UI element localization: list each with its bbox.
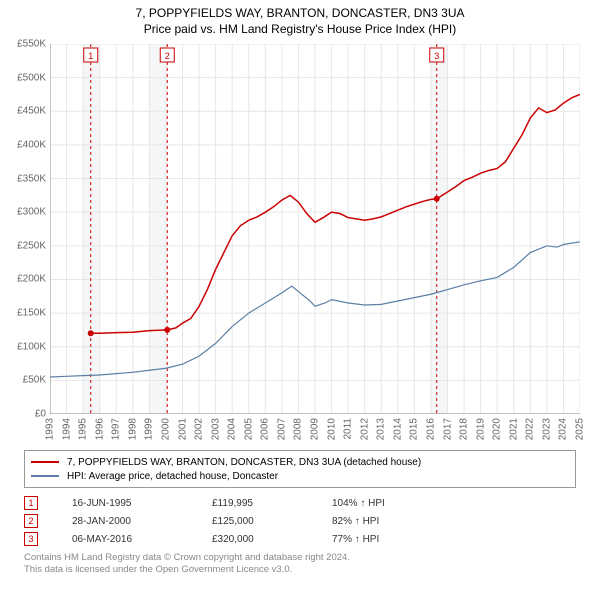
- y-tick-label: £150K: [17, 308, 46, 319]
- marker-price: £320,000: [212, 534, 332, 545]
- x-tick-label: 2010: [326, 418, 337, 440]
- legend-label: 7, POPPYFIELDS WAY, BRANTON, DONCASTER, …: [67, 457, 421, 468]
- x-tick-label: 1994: [61, 418, 72, 440]
- x-tick-label: 2022: [525, 418, 536, 440]
- attribution-footer: Contains HM Land Registry data © Crown c…: [24, 552, 350, 577]
- x-tick-label: 1998: [127, 418, 138, 440]
- chart-svg: 1 2 3: [50, 44, 580, 414]
- marker-number-box: 1: [24, 496, 38, 510]
- x-tick-label: 1995: [78, 418, 89, 440]
- x-axis-labels: 1993199419951996199719981999200020012002…: [50, 416, 580, 448]
- x-tick-label: 2002: [194, 418, 205, 440]
- x-tick-label: 2008: [293, 418, 304, 440]
- x-tick-label: 2015: [409, 418, 420, 440]
- marker-table: 1 16-JUN-1995£119,995104% ↑ HPI 2 28-JAN-20…: [24, 494, 576, 548]
- chart-subtitle: Price paid vs. HM Land Registry's House …: [0, 22, 600, 36]
- plot-area: 1 2 3: [50, 44, 580, 414]
- y-tick-label: £500K: [17, 72, 46, 83]
- x-tick-label: 2013: [376, 418, 387, 440]
- x-tick-label: 2020: [492, 418, 503, 440]
- y-axis-labels: £0£50K£100K£150K£200K£250K£300K£350K£400…: [4, 44, 48, 414]
- x-tick-label: 2018: [459, 418, 470, 440]
- y-tick-label: £250K: [17, 240, 46, 251]
- marker-pct: 82% ↑ HPI: [332, 516, 379, 527]
- svg-text:2: 2: [165, 51, 170, 61]
- y-tick-label: £450K: [17, 106, 46, 117]
- y-tick-label: £550K: [17, 39, 46, 50]
- marker-row: 3 06-MAY-2016£320,00077% ↑ HPI: [24, 530, 576, 548]
- y-tick-label: £100K: [17, 341, 46, 352]
- x-tick-label: 2016: [425, 418, 436, 440]
- marker-date: 06-MAY-2016: [72, 534, 212, 545]
- marker-price: £119,995: [212, 498, 332, 509]
- y-tick-label: £300K: [17, 207, 46, 218]
- marker-date: 28-JAN-2000: [72, 516, 212, 527]
- chart-title: 7, POPPYFIELDS WAY, BRANTON, DONCASTER, …: [0, 6, 600, 20]
- x-tick-label: 2003: [210, 418, 221, 440]
- marker-row: 1 16-JUN-1995£119,995104% ↑ HPI: [24, 494, 576, 512]
- svg-text:3: 3: [434, 51, 439, 61]
- x-tick-label: 2009: [310, 418, 321, 440]
- marker-pct: 104% ↑ HPI: [332, 498, 385, 509]
- x-tick-label: 2012: [359, 418, 370, 440]
- x-tick-label: 2014: [392, 418, 403, 440]
- x-tick-label: 2011: [343, 418, 354, 440]
- y-tick-label: £350K: [17, 173, 46, 184]
- x-tick-label: 2025: [575, 418, 586, 440]
- x-tick-label: 2024: [558, 418, 569, 440]
- y-tick-label: £50K: [23, 375, 46, 386]
- chart-titles: 7, POPPYFIELDS WAY, BRANTON, DONCASTER, …: [0, 0, 600, 36]
- marker-number-box: 2: [24, 514, 38, 528]
- marker-pct: 77% ↑ HPI: [332, 534, 379, 545]
- marker-date: 16-JUN-1995: [72, 498, 212, 509]
- x-tick-label: 2017: [442, 418, 453, 440]
- chart-container: 7, POPPYFIELDS WAY, BRANTON, DONCASTER, …: [0, 0, 600, 590]
- x-tick-label: 2001: [177, 418, 188, 440]
- legend-item: HPI: Average price, detached house, Donc…: [31, 469, 569, 483]
- y-tick-label: £200K: [17, 274, 46, 285]
- x-tick-label: 2006: [260, 418, 271, 440]
- x-tick-label: 2021: [508, 418, 519, 440]
- x-tick-label: 2005: [243, 418, 254, 440]
- legend-label: HPI: Average price, detached house, Donc…: [67, 471, 278, 482]
- x-tick-label: 1993: [45, 418, 56, 440]
- legend-swatch: [31, 461, 59, 463]
- x-tick-label: 1996: [94, 418, 105, 440]
- footer-line-2: This data is licensed under the Open Gov…: [24, 564, 350, 576]
- marker-number-box: 3: [24, 532, 38, 546]
- legend-item: 7, POPPYFIELDS WAY, BRANTON, DONCASTER, …: [31, 455, 569, 469]
- marker-row: 2 28-JAN-2000£125,00082% ↑ HPI: [24, 512, 576, 530]
- y-tick-label: £400K: [17, 139, 46, 150]
- marker-price: £125,000: [212, 516, 332, 527]
- svg-text:1: 1: [88, 51, 93, 61]
- x-tick-label: 1999: [144, 418, 155, 440]
- x-tick-label: 2023: [541, 418, 552, 440]
- legend-swatch: [31, 475, 59, 477]
- x-tick-label: 2019: [475, 418, 486, 440]
- x-tick-label: 2004: [227, 418, 238, 440]
- x-tick-label: 2000: [160, 418, 171, 440]
- footer-line-1: Contains HM Land Registry data © Crown c…: [24, 552, 350, 564]
- x-tick-label: 1997: [111, 418, 122, 440]
- legend: 7, POPPYFIELDS WAY, BRANTON, DONCASTER, …: [24, 450, 576, 488]
- x-tick-label: 2007: [276, 418, 287, 440]
